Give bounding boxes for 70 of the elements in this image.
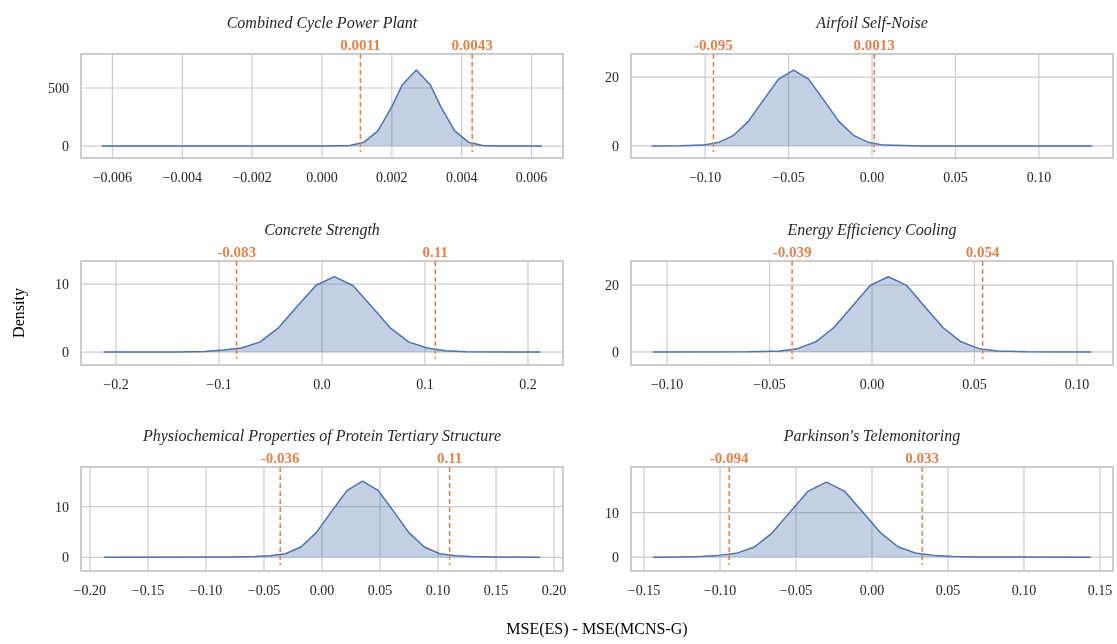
x-tick-label: −0.05 — [753, 377, 786, 392]
chart-title: Concrete Strength — [264, 221, 380, 239]
x-tick-label: −0.004 — [162, 170, 202, 185]
y-tick-label: 10 — [55, 277, 69, 293]
chart-title: Combined Cycle Power Plant — [226, 14, 418, 32]
ref-line-label: 0.033 — [905, 450, 940, 466]
x-tick-label: 0.00 — [859, 170, 885, 185]
ref-line-label: -0.095 — [694, 37, 733, 53]
x-axis-title: MSE(ES) - MSE(MCNS-G) — [506, 620, 688, 638]
x-tick-label: 0.1 — [416, 377, 434, 392]
x-tick-label: 0.0 — [313, 377, 331, 392]
y-tick-label: 0 — [62, 139, 69, 155]
y-tick-label: 20 — [605, 70, 619, 86]
x-tick-label: −0.05 — [779, 583, 813, 598]
chart-title: Physiochemical Properties of Protein Tertiary Structure — [141, 427, 502, 445]
y-axis-title: Density — [10, 288, 28, 338]
x-tick-label: 0.002 — [376, 170, 408, 185]
ref-line-label: -0.036 — [260, 450, 301, 466]
x-tick-label: −0.20 — [73, 583, 107, 598]
x-tick-label: 0.20 — [541, 583, 567, 598]
x-tick-label: −0.05 — [772, 170, 805, 185]
chart-title: Airfoil Self-Noise — [815, 14, 928, 32]
x-tick-label: −0.2 — [103, 377, 129, 392]
ref-line-label: 0.054 — [965, 244, 1001, 260]
x-tick-label: 0.004 — [445, 170, 478, 185]
x-tick-label: 0.10 — [425, 583, 451, 598]
x-tick-label: −0.002 — [232, 170, 272, 185]
x-tick-label: 0.10 — [1011, 583, 1037, 598]
chart-title: Energy Efficiency Cooling — [786, 221, 957, 239]
ref-line-label: 0.0013 — [853, 37, 895, 53]
x-tick-label: 0.05 — [367, 583, 393, 598]
x-tick-label: 0.000 — [306, 170, 338, 185]
x-tick-label: −0.05 — [247, 583, 281, 598]
x-tick-label: −0.15 — [627, 583, 661, 598]
x-tick-label: 0.15 — [483, 583, 509, 598]
x-tick-label: 0.05 — [935, 583, 961, 598]
x-tick-label: 0.00 — [859, 583, 885, 598]
x-tick-label: −0.15 — [131, 583, 165, 598]
x-tick-label: 0.00 — [309, 583, 335, 598]
x-tick-label: −0.10 — [189, 583, 223, 598]
x-tick-label: −0.10 — [650, 377, 684, 392]
x-tick-label: −0.006 — [92, 170, 133, 185]
y-tick-label: 20 — [605, 278, 619, 294]
ref-line-label: 0.11 — [422, 244, 449, 260]
ref-line-label: -0.083 — [217, 244, 256, 260]
y-tick-label: 0 — [612, 550, 619, 566]
ref-line-label: 0.0043 — [451, 37, 493, 53]
y-tick-label: 500 — [48, 81, 69, 97]
y-tick-label: 0 — [612, 344, 619, 360]
y-tick-label: 0 — [62, 345, 69, 361]
chart-title: Parkinson's Telemonitoring — [782, 427, 961, 445]
y-tick-label: 10 — [55, 499, 69, 515]
x-tick-label: 0.05 — [943, 170, 968, 185]
x-tick-label: 0.05 — [962, 377, 987, 392]
ref-line-label: -0.094 — [709, 450, 750, 466]
y-tick-label: 10 — [605, 505, 619, 521]
x-tick-label: 0.006 — [515, 170, 548, 185]
ref-line-label: 0.11 — [436, 450, 463, 466]
ref-line-label: 0.0011 — [340, 37, 381, 53]
ref-line-label: -0.039 — [772, 244, 812, 260]
y-tick-label: 0 — [612, 138, 619, 154]
x-tick-label: 0.10 — [1026, 170, 1052, 185]
x-tick-label: 0.2 — [519, 377, 537, 392]
y-tick-label: 0 — [62, 550, 69, 566]
x-tick-label: 0.00 — [859, 377, 885, 392]
x-tick-label: −0.10 — [703, 583, 737, 598]
x-tick-label: 0.10 — [1064, 377, 1090, 392]
x-tick-label: −0.10 — [688, 170, 722, 185]
x-tick-label: 0.15 — [1087, 583, 1113, 598]
x-tick-label: −0.1 — [206, 377, 232, 392]
